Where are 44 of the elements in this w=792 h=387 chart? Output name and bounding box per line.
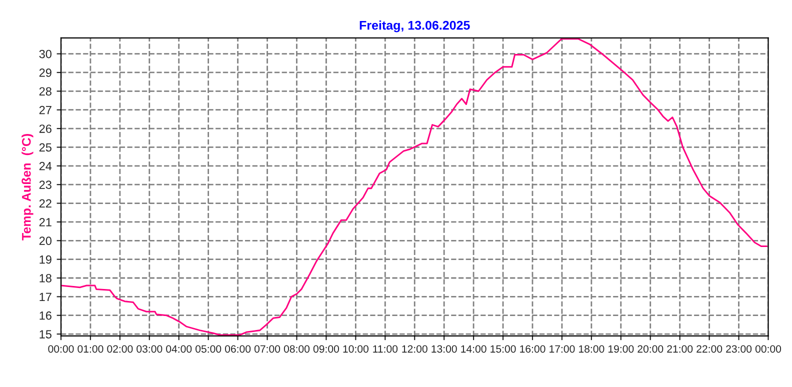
x-tick-label: 11:00 [373, 345, 398, 353]
x-tick-label: 20:00 [638, 345, 664, 353]
y-tick-label: 17 [40, 292, 52, 301]
x-tick-label: 07:00 [254, 345, 280, 353]
line-series [60, 38, 768, 336]
y-tick-label: 15 [40, 330, 52, 338]
x-tick-label: 04:00 [166, 345, 192, 353]
y-tick-label: 22 [39, 199, 52, 208]
y-axis-title: Temp. Außen (°C) [22, 134, 34, 240]
y-tick-label: 16 [40, 311, 52, 320]
y-tick-label: 29 [39, 68, 52, 77]
y-tick-label: 18 [40, 274, 52, 282]
x-tick-label: 22:00 [696, 345, 722, 353]
x-tick-label: 03:00 [136, 345, 162, 353]
x-tick-label: 06:00 [225, 345, 251, 353]
x-tick-label: 13:00 [432, 345, 457, 353]
x-tick-label: 16:00 [520, 345, 546, 353]
x-tick-label: 00:00 [755, 345, 782, 353]
y-tick-label: 24 [39, 162, 52, 170]
y-tick-label: 28 [39, 87, 52, 96]
x-tick-label: 21:00 [667, 345, 693, 353]
y-tick-label: 20 [39, 236, 52, 246]
y-tick-label: 30 [39, 50, 52, 58]
x-tick-label: 00:00 [48, 345, 74, 353]
y-tick-label: 26 [39, 124, 52, 133]
x-tick-label: 17:00 [550, 345, 575, 353]
x-tick-label: 15:00 [490, 345, 516, 353]
x-tick-label: 12:00 [402, 345, 428, 353]
y-tick-label: 27 [39, 106, 52, 114]
y-tick-label: 19 [40, 255, 52, 264]
x-tick-label: 14:00 [461, 345, 486, 353]
x-tick-label: 18:00 [579, 345, 604, 353]
x-tick-label: 08:00 [284, 345, 310, 353]
y-tick-label: 25 [39, 143, 52, 152]
chart-title: Freitag, 13.06.2025 [360, 20, 470, 32]
y-tick-label: 23 [39, 180, 52, 189]
x-tick-label: 09:00 [313, 345, 339, 353]
x-tick-label: 05:00 [196, 345, 222, 353]
x-tick-label: 19:00 [608, 345, 634, 353]
x-tick-label: 23:00 [726, 345, 752, 353]
y-tick-label: 21 [39, 218, 52, 226]
x-tick-label: 10:00 [343, 345, 368, 353]
x-tick-label: 02:00 [107, 345, 133, 353]
x-tick-label: 01:00 [78, 345, 104, 353]
